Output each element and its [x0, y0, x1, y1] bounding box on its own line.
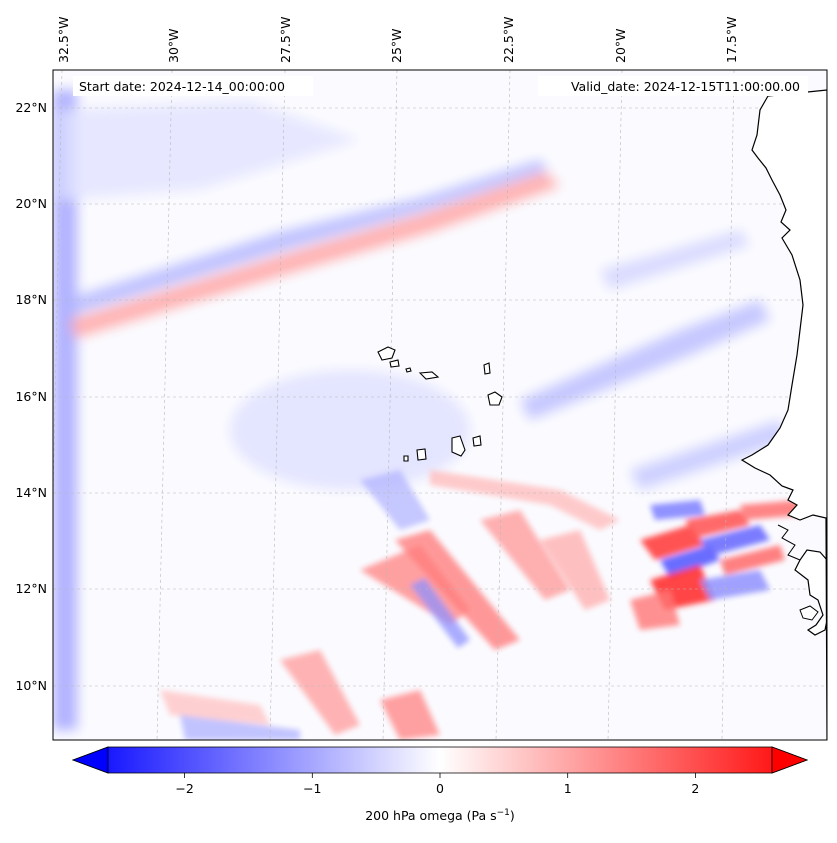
- lon-label: 27.5°W: [278, 17, 293, 63]
- colorbar-ticks: −2 −1 0 1 2: [175, 773, 699, 796]
- dipole-red-3: [685, 510, 750, 538]
- island-sao-nicolau: [418, 371, 440, 380]
- island-santa-luzia: [405, 367, 412, 373]
- colorbar-tick-label: −1: [303, 781, 321, 796]
- lon-label: 25°W: [389, 28, 404, 63]
- lat-tick-labels: 22°N 20°N 18°N 16°N 14°N 12°N 10°N: [15, 100, 47, 693]
- lon-label: 32.5°W: [56, 17, 71, 63]
- island-brava: [403, 455, 409, 462]
- valid-date-box: [538, 76, 808, 96]
- lat-label: 18°N: [15, 292, 47, 307]
- lat-label: 12°N: [15, 581, 47, 596]
- island-sal: [483, 362, 491, 375]
- island-maio: [472, 435, 482, 447]
- lat-label: 14°N: [15, 485, 47, 500]
- lat-label: 16°N: [15, 389, 47, 404]
- island-boa-vista: [487, 391, 503, 406]
- dipole-blue-4: [650, 500, 705, 520]
- lon-label: 20°W: [613, 28, 628, 63]
- lon-label: 22.5°W: [501, 17, 516, 63]
- mid-descent: [430, 470, 620, 530]
- coastal-ascent: [630, 420, 790, 490]
- start-date-box: [73, 76, 313, 96]
- nw-tint: [60, 100, 360, 200]
- central-ascent: [230, 370, 470, 490]
- lon-label: 17.5°W: [724, 17, 739, 63]
- island-fogo: [416, 448, 427, 461]
- bottom-ascent: [180, 715, 300, 740]
- colorbar-tick-label: 0: [436, 781, 444, 796]
- colorbar-label: 200 hPa omega (Pa s−1): [365, 808, 515, 823]
- colorbar-min-extend: [71, 746, 109, 774]
- lat-label: 20°N: [15, 196, 47, 211]
- colorbar-tick-label: 2: [691, 781, 699, 796]
- island-sao-vicente: [389, 359, 400, 368]
- colorbar-tick-label: 1: [564, 781, 572, 796]
- africa-coastline: [740, 89, 827, 740]
- map-frame: [52, 69, 828, 741]
- lat-label: 10°N: [15, 678, 47, 693]
- dipole-red-1: [640, 525, 705, 560]
- south-ascent-2: [360, 470, 430, 530]
- dipole-blue-1: [660, 545, 720, 578]
- south-streak-3: [480, 510, 570, 600]
- start-date-label: Start date: 2024-12-14_00:00:00: [79, 79, 285, 94]
- dipole-red-4: [720, 545, 785, 575]
- coast-inlets: [777, 524, 801, 561]
- south-streak-2: [395, 530, 520, 650]
- field-blobs: [53, 90, 790, 730]
- ne-ascent-streak: [600, 230, 750, 290]
- dipole-blue-3: [700, 570, 770, 600]
- island-santiago: [451, 435, 466, 457]
- descent-band: [70, 172, 560, 338]
- gridlines: [53, 70, 827, 740]
- lon-tick-labels: 32.5°W 30°W 27.5°W 25°W 22.5°W 20°W 17.5…: [56, 17, 739, 63]
- ascent-band: [70, 160, 548, 315]
- field-streaks: [160, 470, 620, 740]
- cape-verde-islands: [377, 346, 503, 462]
- lon-label: 30°W: [166, 28, 181, 63]
- bottom-streak-2: [380, 690, 440, 740]
- colorbar-bar: [71, 746, 809, 774]
- east-ascent-streak: [520, 300, 770, 420]
- south-ascent-1: [410, 578, 470, 648]
- island-santo-antao: [377, 346, 396, 361]
- bottom-streak-1: [280, 650, 360, 735]
- colorbar-max-extend: [771, 746, 809, 774]
- colorbar: −2 −1 0 1 2 200 hPa omega (Pa s−1): [71, 746, 809, 823]
- bijagos-islands: [799, 605, 819, 621]
- omega-field: [53, 70, 827, 740]
- south-streak-4: [540, 530, 610, 610]
- dipole-blue-2: [700, 525, 770, 556]
- colorbar-tick-label: −2: [175, 781, 193, 796]
- lat-label: 22°N: [15, 100, 47, 115]
- dipole-red-5: [630, 590, 680, 630]
- valid-date-label: Valid_date: 2024-12-15T11:00:00.00: [571, 79, 800, 94]
